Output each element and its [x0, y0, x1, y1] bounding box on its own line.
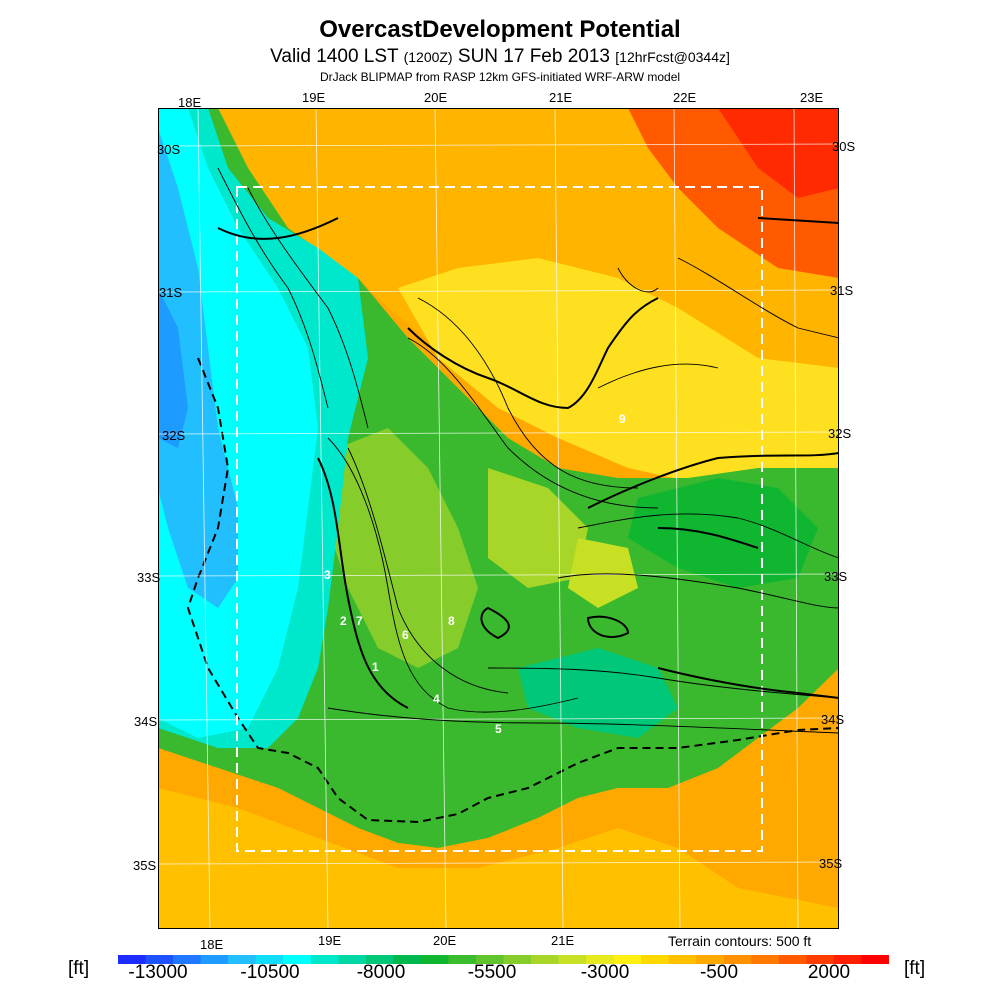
terrain-contour-note: Terrain contours: 500 ft: [668, 933, 812, 949]
yellow-green-patch: [568, 538, 638, 608]
lat-label-left-31s: 31S: [159, 285, 183, 300]
lat-label-right-31s: 31S: [830, 283, 854, 298]
contour-label-5: 5: [495, 722, 502, 736]
colorbar-segment: [531, 955, 560, 964]
colorbar-tick-3: -5500: [467, 962, 517, 983]
lon-label-top-21e: 21E: [549, 90, 573, 105]
colorbar-segment: [283, 955, 312, 964]
contour-label-8: 8: [448, 614, 455, 628]
colorbar-segment: [861, 955, 889, 964]
colorbar-segment: [586, 955, 615, 964]
colorbar-tick-0: -13000: [128, 962, 188, 983]
colorbar-tick-4: -3000: [580, 962, 630, 983]
terrain-contours-bold: [217, 217, 839, 709]
lat-label-right-30s: 30S: [832, 139, 856, 154]
lat-label-right-35s: 35S: [819, 856, 843, 871]
lon-label-bottom-21e: 21E: [551, 933, 575, 948]
colorbar-segment: [751, 955, 780, 964]
colorbar-segment: [338, 955, 367, 964]
colorbar-segment: [200, 955, 229, 964]
contour-label-3: 3: [324, 568, 331, 582]
forecast-info: [12hrFcst@0344z]: [615, 49, 730, 65]
forecast-map: 1 2 3 4 5 6 7 8 9: [158, 108, 839, 929]
lat-label-left-34s: 34S: [134, 714, 158, 729]
central-yellow-region: [398, 258, 839, 488]
colorbar-segment: [173, 955, 202, 964]
lon-label-bottom-19e: 19E: [318, 933, 342, 948]
lon-label-bottom-18e: 18E: [200, 937, 224, 952]
valid-main: Valid 1400 LST: [270, 46, 399, 67]
model-description: DrJack BLIPMAP from RASP 12km GFS-initia…: [319, 70, 681, 84]
colorbar-segment: [833, 955, 862, 964]
lat-label-right-33s: 33S: [824, 569, 848, 584]
colorbar-segment: [778, 955, 807, 964]
colorbar-segment: [668, 955, 697, 964]
contour-label-2: 2: [340, 614, 347, 628]
valid-utc: (1200Z): [403, 49, 453, 65]
colorbar-segment: [145, 955, 174, 964]
colorbar-unit-right: [ft]: [904, 958, 926, 979]
lat-label-right-34s: 34S: [821, 712, 845, 727]
lon-label-top-23e: 23E: [800, 90, 824, 105]
lon-label-bottom-20e: 20E: [433, 933, 457, 948]
lon-label-top-18e: 18E: [178, 95, 202, 110]
colorbar-segment: [503, 955, 532, 964]
valid-time-line: Valid 1400 LST (1200Z) SUN 17 Feb 2013 […: [0, 46, 1000, 68]
colorbar-segment: [475, 955, 504, 964]
lat-label-right-32s: 32S: [828, 426, 852, 441]
south-ocean-yellow: [158, 788, 839, 929]
green-patch-east: [628, 478, 818, 588]
colorbar-segment: [228, 955, 257, 964]
colorbar-segment: [641, 955, 670, 964]
lon-label-top-19e: 19E: [302, 90, 326, 105]
northeast-red-core: [718, 108, 839, 198]
west-ocean-deep: [158, 288, 188, 448]
map-title: OvercastDevelopment Potential: [319, 16, 681, 43]
map-frame: [158, 108, 839, 929]
contour-label-9: 9: [619, 412, 626, 426]
green-patch-south: [518, 648, 678, 738]
colorbar-tick-6: 2000: [807, 962, 851, 983]
contour-label-1: 1: [372, 660, 379, 674]
lat-label-left-33s: 33S: [137, 570, 161, 585]
colorbar-segment: [255, 955, 284, 964]
colorbar-segment: [613, 955, 642, 964]
colorbar: [118, 955, 889, 964]
colorbar-segment: [448, 955, 477, 964]
lat-label-left-35s: 35S: [133, 858, 157, 873]
lon-label-top-20e: 20E: [424, 90, 448, 105]
colorbar-tick-1: -10500: [240, 962, 300, 983]
colorbar-unit-left: [ft]: [68, 958, 90, 979]
light-green-patch-1: [328, 428, 478, 668]
colorbar-segment: [723, 955, 752, 964]
contour-labels: 1 2 3 4 5 6 7 8 9: [324, 412, 626, 736]
colorbar-segment: [696, 955, 725, 964]
contour-label-6: 6: [402, 628, 409, 642]
latlon-grid: [158, 108, 839, 929]
colorbar-segment: [558, 955, 587, 964]
colorbar-segment: [118, 955, 147, 964]
colorbar-tick-2: -8000: [356, 962, 406, 983]
contour-label-4: 4: [433, 692, 440, 706]
contour-label-7: 7: [356, 614, 363, 628]
west-ocean-blue: [158, 128, 238, 608]
domain-box: [236, 186, 763, 852]
colorbar-tick-5: -500: [699, 962, 739, 983]
light-green-patch-2: [488, 468, 588, 588]
lat-label-left-30s: 30S: [157, 142, 181, 157]
lon-label-top-22e: 22E: [673, 90, 697, 105]
lat-label-left-32s: 32S: [162, 428, 186, 443]
colorbar-segment: [806, 955, 835, 964]
colorbar-segment: [393, 955, 422, 964]
colorbar-segment: [310, 955, 339, 964]
colorbar-segment: [420, 955, 449, 964]
valid-date: SUN 17 Feb 2013: [457, 46, 610, 67]
terrain-contours: [217, 167, 839, 734]
colorbar-segment: [365, 955, 394, 964]
